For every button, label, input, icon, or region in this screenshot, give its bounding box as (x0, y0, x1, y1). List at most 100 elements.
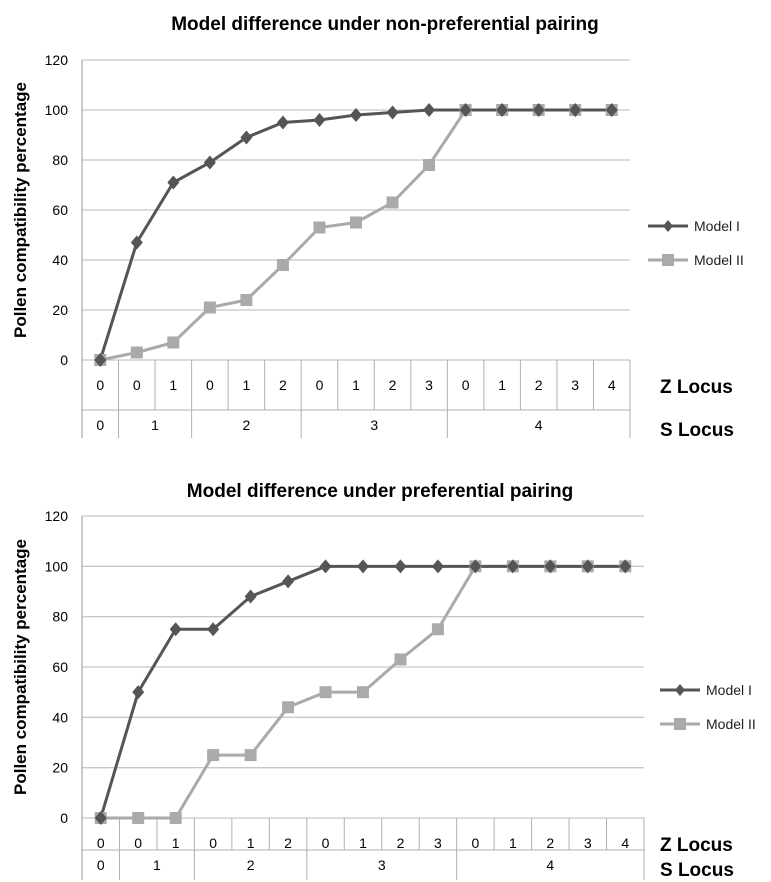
y-tick-label: 40 (52, 252, 68, 268)
s-locus-label: 3 (378, 857, 386, 873)
data-point-diamond (282, 574, 295, 589)
data-point-square (350, 216, 362, 229)
z-locus-label: 2 (397, 835, 405, 851)
data-point-diamond (94, 811, 107, 825)
z-locus-label: 0 (316, 377, 324, 393)
z-locus-label: 0 (133, 377, 141, 393)
chart-1: Model difference under non-preferential … (11, 14, 744, 441)
data-point-diamond (94, 353, 107, 367)
z-locus-label: 0 (462, 377, 470, 393)
z-locus-label: 1 (172, 835, 180, 851)
s-locus-row-label: S Locus (660, 420, 734, 441)
z-locus-label: 1 (243, 377, 251, 393)
data-point-diamond (544, 559, 557, 574)
y-tick-label: 0 (60, 352, 68, 368)
z-locus-label: 0 (134, 835, 142, 851)
y-tick-label: 120 (45, 508, 69, 524)
legend-square-marker (674, 718, 686, 730)
y-tick-label: 80 (52, 609, 68, 625)
data-point-diamond (276, 115, 289, 130)
data-point-square (313, 221, 326, 234)
data-point-square (276, 259, 289, 271)
legend-label: Model I (706, 682, 752, 698)
z-locus-label: 4 (608, 377, 616, 393)
y-tick-label: 40 (52, 709, 68, 725)
z-locus-label: 4 (621, 835, 629, 851)
z-locus-label: 2 (284, 835, 292, 851)
z-locus-label: 2 (389, 377, 397, 393)
chart-2: Model difference under preferential pair… (11, 481, 756, 881)
data-point-square (167, 336, 180, 349)
z-locus-label: 0 (206, 377, 214, 393)
legend-label: Model I (694, 218, 740, 234)
y-tick-label: 20 (52, 760, 68, 776)
data-point-diamond (313, 113, 326, 127)
data-point-diamond (459, 103, 472, 117)
y-tick-label: 60 (52, 659, 68, 675)
z-locus-label: 1 (169, 377, 177, 393)
data-point-diamond (169, 622, 182, 637)
data-point-diamond (569, 103, 582, 117)
s-locus-label: 0 (97, 857, 105, 873)
s-locus-label: 1 (153, 857, 161, 873)
s-locus-label: 4 (546, 857, 554, 873)
legend-square-marker (662, 254, 674, 266)
data-point-diamond (423, 103, 436, 117)
legend-label: Model II (694, 252, 744, 268)
z-locus-label: 0 (322, 835, 330, 851)
z-locus-label: 0 (97, 835, 105, 851)
data-point-diamond (240, 130, 253, 145)
y-tick-label: 0 (60, 810, 68, 826)
s-locus-label: 2 (243, 417, 251, 433)
data-point-diamond (581, 559, 594, 574)
y-axis-label: Pollen compatibility percentage (11, 539, 30, 795)
z-locus-label: 1 (509, 835, 517, 851)
data-point-square (130, 346, 143, 359)
z-locus-label: 0 (209, 835, 217, 851)
data-point-diamond (207, 622, 220, 637)
data-point-square (431, 623, 444, 636)
z-locus-label: 1 (498, 377, 506, 393)
data-point-diamond (605, 103, 618, 117)
y-tick-label: 100 (45, 102, 69, 118)
data-point-square (386, 196, 399, 209)
z-locus-label: 1 (247, 835, 255, 851)
s-locus-label: 0 (96, 417, 104, 433)
s-locus-label: 2 (247, 857, 255, 873)
s-locus-row-label: S Locus (660, 860, 734, 881)
y-axis-label: Pollen compatibility percentage (11, 82, 30, 338)
z-locus-label: 3 (584, 835, 592, 851)
data-point-diamond (357, 559, 369, 574)
legend-label: Model II (706, 716, 756, 732)
y-tick-label: 100 (45, 558, 69, 574)
z-locus-label: 1 (352, 377, 360, 393)
data-point-diamond (506, 559, 519, 574)
data-point-square (319, 686, 332, 699)
data-point-diamond (203, 155, 216, 170)
data-point-diamond (167, 175, 180, 190)
data-point-diamond (132, 685, 145, 700)
data-point-diamond (619, 559, 632, 574)
z-locus-label: 3 (434, 835, 442, 851)
data-point-square (357, 686, 369, 699)
data-point-diamond (386, 105, 399, 120)
data-point-square (282, 701, 295, 714)
chart-title: Model difference under non-preferential … (171, 14, 599, 35)
z-locus-row-label: Z Locus (660, 377, 733, 398)
data-point-diamond (431, 559, 444, 574)
chart-title: Model difference under preferential pair… (187, 481, 573, 502)
data-point-diamond (350, 108, 362, 122)
z-locus-label: 0 (96, 377, 104, 393)
data-point-square (423, 159, 436, 171)
data-point-square (244, 749, 257, 762)
data-point-square (207, 749, 220, 762)
series-line-model-i (98, 108, 612, 361)
z-locus-label: 0 (472, 835, 480, 851)
data-point-diamond (496, 103, 509, 117)
data-point-diamond (469, 559, 482, 574)
series-line-model-ii (99, 108, 612, 362)
data-point-diamond (244, 589, 257, 604)
data-point-diamond (130, 235, 143, 250)
data-point-diamond (532, 103, 545, 117)
